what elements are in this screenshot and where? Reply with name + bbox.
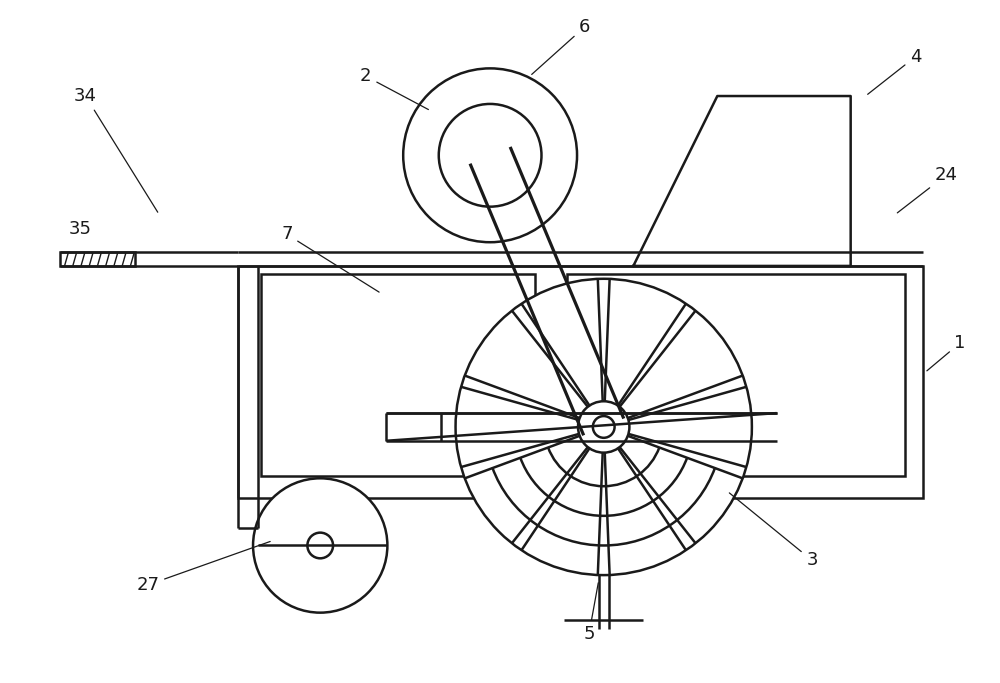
Text: 1: 1 <box>927 334 966 371</box>
Text: 34: 34 <box>74 87 158 212</box>
Bar <box>567 274 905 476</box>
Text: 7: 7 <box>281 225 379 292</box>
Circle shape <box>456 279 752 575</box>
Text: 5: 5 <box>583 583 598 643</box>
Text: 24: 24 <box>897 166 958 213</box>
Circle shape <box>593 416 615 438</box>
Circle shape <box>403 68 577 242</box>
Bar <box>261 274 535 476</box>
Circle shape <box>307 533 333 558</box>
Circle shape <box>253 478 387 613</box>
Text: 6: 6 <box>532 18 590 74</box>
Circle shape <box>578 401 629 453</box>
Bar <box>60 252 135 266</box>
Text: 35: 35 <box>69 221 92 238</box>
Circle shape <box>439 104 541 207</box>
Bar <box>238 266 923 498</box>
Text: 27: 27 <box>136 542 270 594</box>
Text: 4: 4 <box>868 48 921 94</box>
Text: 3: 3 <box>729 493 818 570</box>
Text: 2: 2 <box>360 68 428 109</box>
